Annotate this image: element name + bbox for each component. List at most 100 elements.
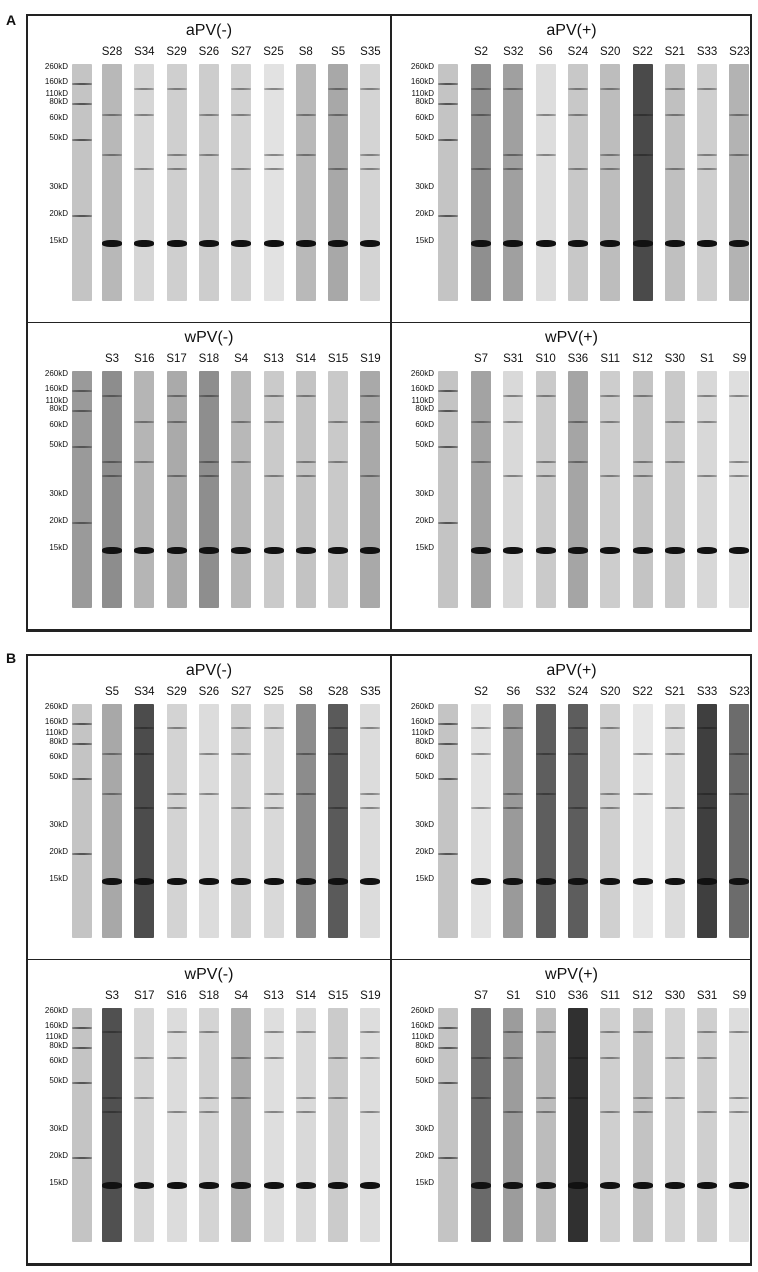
band-15kd <box>198 877 219 885</box>
band-15kd <box>166 547 187 555</box>
ladder-band <box>438 742 458 745</box>
ladder-band <box>438 214 458 217</box>
band-faint <box>198 1031 219 1034</box>
lane-strip <box>535 1008 556 1242</box>
band-faint <box>664 113 685 116</box>
lane-label: S35 <box>360 46 381 58</box>
lane-label: S5 <box>331 46 346 58</box>
band-faint <box>503 87 524 90</box>
band-15kd <box>664 240 685 248</box>
lane-strip <box>102 64 122 301</box>
band-faint <box>567 1057 588 1060</box>
band-faint <box>134 1057 155 1060</box>
marker-label: 20kD <box>49 847 68 857</box>
lane-strip <box>263 64 284 301</box>
marker-label: 160kD <box>410 77 434 87</box>
lane-strip <box>697 704 718 938</box>
lane-label: S6 <box>506 686 521 698</box>
band-faint <box>535 792 556 795</box>
ladder-band <box>72 214 92 217</box>
lane-strip <box>600 704 621 938</box>
lane-strip <box>198 371 219 608</box>
lane-label: S7 <box>473 353 489 365</box>
marker-label: 20kD <box>49 1151 68 1161</box>
band-15kd <box>503 547 524 555</box>
ladder-band <box>438 1082 458 1085</box>
band-15kd <box>198 1181 219 1189</box>
band-faint <box>263 792 284 795</box>
lane-label: S11 <box>600 990 620 1002</box>
lane-strip <box>632 704 653 938</box>
band-faint <box>567 727 588 730</box>
lane-label: S14 <box>295 990 317 1002</box>
lane-strip <box>134 1008 155 1242</box>
band-15kd <box>503 240 524 248</box>
marker-label: 110kD <box>45 395 68 405</box>
lane-strip <box>632 1008 653 1242</box>
lane-label: S11 <box>600 353 620 365</box>
band-15kd <box>567 1181 588 1189</box>
band-faint <box>328 1096 349 1099</box>
marker-label: 80kD <box>415 736 434 746</box>
band-15kd <box>697 547 718 555</box>
band-15kd <box>134 547 155 555</box>
band-faint <box>231 1057 252 1060</box>
band-faint <box>231 461 252 464</box>
marker-label: 60kD <box>415 112 434 122</box>
ladder-band <box>438 139 458 142</box>
band-15kd <box>729 547 750 555</box>
molecular-weight-markers: 260kD 160kD 110kD 80kD 60kD 50kD 30kD 20kD 15kD <box>396 702 434 938</box>
band-15kd <box>360 240 381 248</box>
lane-strip <box>263 1008 284 1242</box>
ladder-band <box>438 1027 458 1030</box>
lane-label: S6 <box>538 46 553 58</box>
band-faint <box>134 168 155 171</box>
ladder-band <box>72 521 92 524</box>
band-faint <box>102 1096 122 1099</box>
marker-label: 30kD <box>49 181 68 191</box>
ladder-band <box>72 1082 92 1085</box>
band-faint <box>632 113 653 116</box>
lane-label: S2 <box>473 686 489 698</box>
band-faint <box>664 806 685 809</box>
band-faint <box>134 806 155 809</box>
ladder-band <box>438 853 458 856</box>
band-15kd <box>166 1181 187 1189</box>
marker-label: 15kD <box>49 543 68 553</box>
ladder-band <box>72 83 92 86</box>
marker-label: 50kD <box>415 133 434 143</box>
band-faint <box>632 475 653 478</box>
ladder-band <box>72 1046 92 1049</box>
lane-strip <box>503 64 524 301</box>
band-faint <box>503 420 524 423</box>
band-faint <box>166 806 187 809</box>
band-faint <box>295 753 316 756</box>
band-faint <box>198 475 219 478</box>
marker-label: 80kD <box>49 1040 68 1050</box>
lane-strip <box>535 371 556 608</box>
band-faint <box>471 753 491 756</box>
ladder-strip <box>438 371 458 608</box>
band-faint <box>471 113 491 116</box>
band-faint <box>567 87 588 90</box>
band-15kd <box>198 547 219 555</box>
lane-strip <box>600 371 621 608</box>
band-faint <box>697 168 718 171</box>
band-faint <box>198 113 219 116</box>
band-faint <box>198 1110 219 1113</box>
band-faint <box>102 475 122 478</box>
band-15kd <box>328 877 349 885</box>
marker-label: 80kD <box>49 736 68 746</box>
band-faint <box>231 753 252 756</box>
band-15kd <box>471 1181 491 1189</box>
band-faint <box>535 1031 556 1034</box>
band-15kd <box>295 877 316 885</box>
ladder-band <box>438 83 458 86</box>
lane-strip <box>198 1008 219 1242</box>
band-faint <box>231 806 252 809</box>
band-15kd <box>166 240 187 248</box>
marker-label: 50kD <box>49 440 68 450</box>
marker-label: 160kD <box>410 1021 434 1031</box>
band-faint <box>263 154 284 157</box>
band-faint <box>102 1031 122 1034</box>
